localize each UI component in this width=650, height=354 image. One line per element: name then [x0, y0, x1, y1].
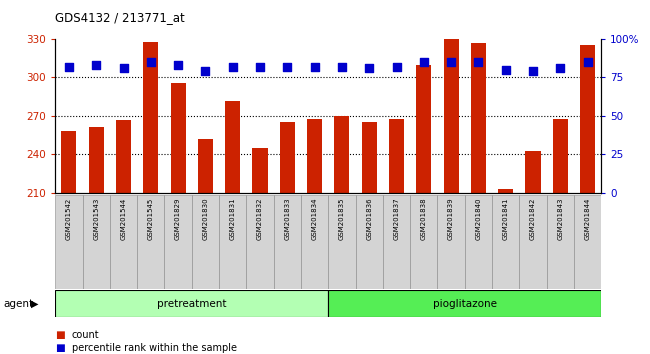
- Bar: [525, 150, 541, 193]
- Point: [500, 67, 511, 73]
- Text: GSM201836: GSM201836: [366, 198, 372, 240]
- Text: GSM201829: GSM201829: [175, 198, 181, 240]
- Text: GDS4132 / 213771_at: GDS4132 / 213771_at: [55, 11, 185, 24]
- Point: [337, 64, 347, 69]
- Point: [282, 64, 293, 69]
- Bar: [192, 195, 219, 289]
- Bar: [580, 45, 595, 193]
- Bar: [437, 195, 465, 289]
- Bar: [498, 189, 514, 193]
- Text: ■: ■: [55, 343, 65, 353]
- Bar: [471, 43, 486, 193]
- Bar: [307, 119, 322, 193]
- Point: [91, 62, 101, 68]
- Bar: [328, 290, 601, 317]
- Point: [446, 59, 456, 65]
- Bar: [389, 119, 404, 193]
- Text: GSM201545: GSM201545: [148, 198, 154, 240]
- Bar: [246, 195, 274, 289]
- Text: ▶: ▶: [31, 298, 39, 309]
- Bar: [361, 122, 377, 193]
- Text: ■: ■: [55, 330, 65, 339]
- Text: GSM201544: GSM201544: [120, 198, 127, 240]
- Text: GSM201843: GSM201843: [557, 198, 564, 240]
- Bar: [552, 119, 568, 193]
- Bar: [110, 195, 137, 289]
- Point: [118, 65, 129, 71]
- Point: [473, 59, 484, 65]
- Text: GSM201838: GSM201838: [421, 198, 427, 240]
- Point: [173, 62, 183, 68]
- Text: GSM201840: GSM201840: [475, 198, 482, 240]
- Text: GSM201542: GSM201542: [66, 198, 72, 240]
- Point: [391, 64, 402, 69]
- Bar: [280, 122, 295, 193]
- Bar: [356, 195, 383, 289]
- Bar: [198, 139, 213, 193]
- Bar: [274, 195, 301, 289]
- Bar: [416, 65, 432, 193]
- Text: pioglitazone: pioglitazone: [433, 298, 497, 309]
- Point: [309, 64, 320, 69]
- Bar: [519, 195, 547, 289]
- Text: GSM201834: GSM201834: [311, 198, 318, 240]
- Bar: [55, 290, 328, 317]
- Text: GSM201842: GSM201842: [530, 198, 536, 240]
- Bar: [88, 127, 104, 193]
- Bar: [334, 116, 350, 193]
- Bar: [328, 195, 356, 289]
- Bar: [137, 195, 164, 289]
- Text: GSM201835: GSM201835: [339, 198, 345, 240]
- Text: GSM201841: GSM201841: [502, 198, 509, 240]
- Text: agent: agent: [3, 298, 33, 309]
- Bar: [492, 195, 519, 289]
- Text: GSM201830: GSM201830: [202, 198, 209, 240]
- Text: count: count: [72, 330, 99, 339]
- Bar: [61, 131, 77, 193]
- Point: [146, 59, 156, 65]
- Point: [364, 65, 374, 71]
- Text: GSM201844: GSM201844: [584, 198, 591, 240]
- Bar: [574, 195, 601, 289]
- Bar: [301, 195, 328, 289]
- Text: GSM201832: GSM201832: [257, 198, 263, 240]
- Bar: [170, 82, 186, 193]
- Bar: [116, 120, 131, 193]
- Bar: [547, 195, 574, 289]
- Point: [582, 59, 593, 65]
- Text: GSM201543: GSM201543: [93, 198, 99, 240]
- Text: GSM201839: GSM201839: [448, 198, 454, 240]
- Bar: [383, 195, 410, 289]
- Bar: [219, 195, 246, 289]
- Text: percentile rank within the sample: percentile rank within the sample: [72, 343, 237, 353]
- Text: GSM201833: GSM201833: [284, 198, 291, 240]
- Bar: [443, 39, 459, 193]
- Text: GSM201831: GSM201831: [229, 198, 236, 240]
- Point: [255, 64, 265, 69]
- Bar: [252, 148, 268, 193]
- Point: [419, 59, 429, 65]
- Point: [555, 65, 566, 71]
- Text: pretreatment: pretreatment: [157, 298, 226, 309]
- Bar: [55, 195, 83, 289]
- Text: GSM201837: GSM201837: [393, 198, 400, 240]
- Point: [64, 64, 74, 69]
- Point: [227, 64, 238, 69]
- Bar: [225, 101, 240, 193]
- Bar: [465, 195, 492, 289]
- Bar: [164, 195, 192, 289]
- Point: [200, 68, 211, 74]
- Bar: [410, 195, 437, 289]
- Bar: [143, 41, 159, 193]
- Point: [528, 68, 538, 74]
- Bar: [83, 195, 110, 289]
